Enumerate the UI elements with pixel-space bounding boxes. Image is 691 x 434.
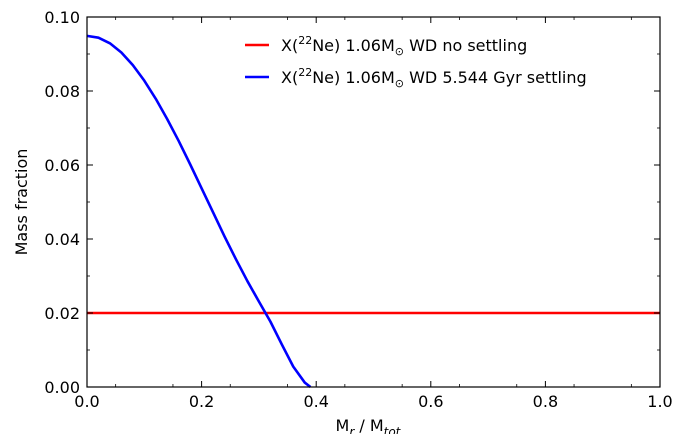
legend-label-0: X(22Ne) 1.06M⊙ WD no settling [281,34,527,58]
x-tick-label: 0.2 [189,392,214,411]
series-line-1 [86,34,312,389]
legend-label-1: X(22Ne) 1.06M⊙ WD 5.544 Gyr settling [281,66,587,90]
y-axis-title: Mass fraction [12,149,31,256]
y-tick-label: 0.04 [44,230,80,249]
y-tick-label: 0.10 [44,8,80,27]
x-tick-label: 0.4 [303,392,328,411]
x-tick-label: 1.0 [647,392,672,411]
y-tick-label: 0.06 [44,156,80,175]
y-tick-label: 0.00 [44,378,80,397]
x-tick-label: 0.8 [533,392,558,411]
y-tick-label: 0.02 [44,304,80,323]
x-axis-title: Mr / Mtot [336,416,402,434]
x-tick-label: 0.6 [418,392,443,411]
x-tick-label: 0.0 [74,392,99,411]
y-tick-label: 0.08 [44,82,80,101]
